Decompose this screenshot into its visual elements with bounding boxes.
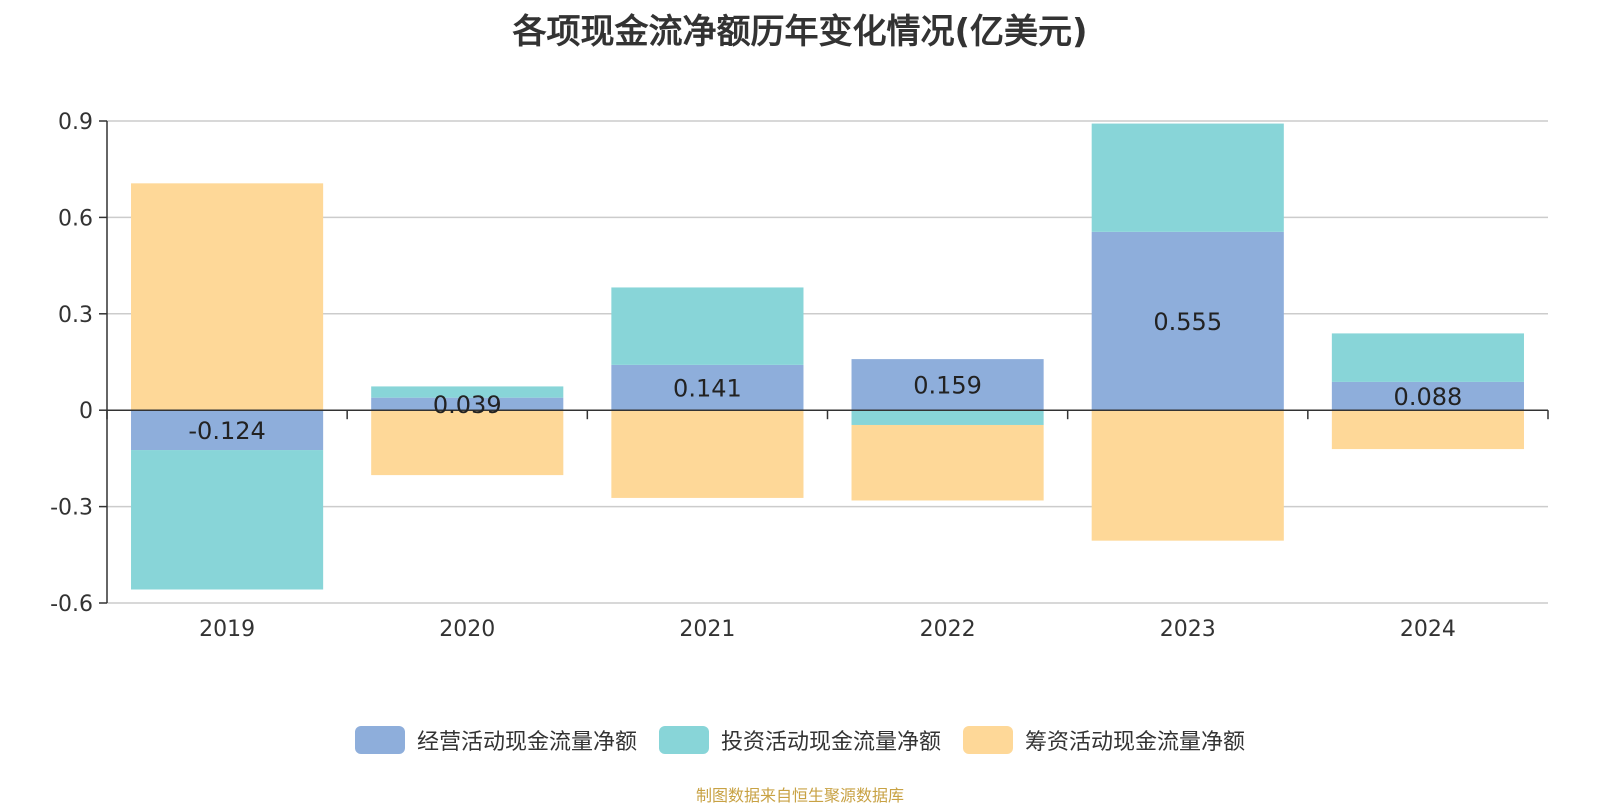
y-tick-label: 0.3: [58, 303, 93, 328]
data-labels: -0.124 0.039 0.141 0.159 0.555 0.088: [188, 308, 1462, 445]
bar-financing-2022[interactable]: [851, 424, 1044, 501]
bar-financing-2024[interactable]: [1331, 410, 1524, 450]
y-tick-label: -0.3: [50, 496, 93, 521]
axes: -0.6 -0.3 0 0.3 0.6 0.9 2019 2020 2021 2022 2023 20…: [50, 110, 1549, 642]
data-label-2023: 0.555: [1153, 308, 1222, 336]
legend-label-operating: 经营活动现金流量净额: [416, 730, 637, 755]
bar-investing-2024[interactable]: [1331, 333, 1524, 382]
data-label-2020: 0.039: [433, 391, 502, 419]
data-label-2019: -0.124: [188, 417, 265, 445]
x-tick-label: 2021: [679, 617, 735, 642]
legend-swatch-financing: [963, 726, 1013, 754]
legend: 经营活动现金流量净额 投资活动现金流量净额 筹资活动现金流量净额: [0, 724, 1600, 756]
chart-title: 各项现金流净额历年变化情况(亿美元): [512, 12, 1088, 52]
bar-investing-2022[interactable]: [851, 410, 1044, 425]
y-tick-label: 0: [79, 399, 93, 424]
legend-label-investing: 投资活动现金流量净额: [720, 730, 941, 755]
x-tick-label: 2024: [1400, 617, 1456, 642]
bar-financing-2021[interactable]: [611, 410, 804, 498]
data-label-2024: 0.088: [1394, 383, 1463, 411]
x-tick-label: 2019: [199, 617, 255, 642]
legend-swatch-investing: [658, 726, 709, 754]
x-tick-label: 2023: [1160, 617, 1216, 642]
legend-item-financing[interactable]: 筹资活动现金流量净额: [963, 724, 1245, 756]
legend-swatch-operating: [354, 726, 405, 754]
bar-operating-2022[interactable]: [851, 359, 1044, 411]
bar-operating-2020[interactable]: [371, 397, 564, 411]
bar-operating-2024[interactable]: [1331, 381, 1524, 411]
bars: [131, 123, 1524, 590]
grid-lines: [107, 120, 1548, 604]
bar-operating-2019[interactable]: [131, 410, 324, 451]
bar-investing-2021[interactable]: [611, 287, 804, 365]
y-tick-label: 0.6: [58, 206, 93, 231]
y-tick-label: 0.9: [58, 110, 93, 135]
data-label-2021: 0.141: [673, 375, 742, 403]
bar-financing-2023[interactable]: [1091, 410, 1284, 541]
legend-label-financing: 筹资活动现金流量净额: [1025, 730, 1246, 755]
y-tick-label: -0.6: [50, 592, 93, 617]
bar-investing-2020[interactable]: [371, 386, 564, 398]
bar-operating-2021[interactable]: [611, 364, 804, 411]
x-tick-label: 2020: [439, 617, 495, 642]
x-tick-label: 2022: [920, 617, 976, 642]
bar-financing-2019[interactable]: [131, 183, 324, 411]
bar-financing-2020[interactable]: [371, 410, 564, 476]
data-label-2022: 0.159: [913, 372, 982, 400]
chart-plot: -0.6 -0.3 0 0.3 0.6 0.9 2019 2020 2021 2022 2023 20…: [50, 110, 1549, 642]
legend-item-operating[interactable]: 经营活动现金流量净额: [354, 724, 637, 756]
source-note: 制图数据来自恒生聚源数据库: [695, 786, 904, 805]
bar-investing-2023[interactable]: [1091, 123, 1284, 232]
bar-operating-2023[interactable]: [1091, 231, 1284, 411]
legend-item-investing[interactable]: 投资活动现金流量净额: [658, 724, 941, 756]
bar-investing-2019[interactable]: [131, 450, 324, 590]
